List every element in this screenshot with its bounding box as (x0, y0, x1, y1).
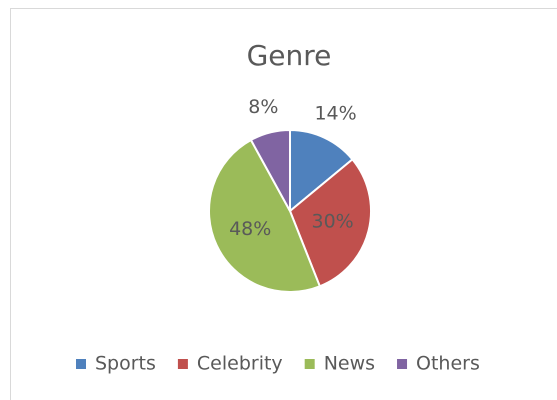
legend-label: Celebrity (197, 353, 283, 375)
data-label: 48% (229, 218, 271, 240)
data-label: 30% (312, 210, 354, 232)
legend-swatch (177, 359, 188, 369)
pie-slice (208, 138, 322, 293)
pie-slice (288, 157, 372, 288)
data-label: 14% (314, 103, 356, 125)
pie-slice (289, 128, 354, 214)
legend-swatch (397, 359, 408, 369)
legend-label: News (324, 353, 375, 375)
data-label: 8% (248, 96, 278, 118)
chart-title: Genre (247, 39, 332, 72)
legend-swatch (76, 359, 86, 369)
pie-slice (249, 128, 291, 212)
legend-label: Others (416, 353, 480, 375)
legend-swatch (304, 359, 315, 369)
legend-label: Sports (95, 353, 156, 375)
